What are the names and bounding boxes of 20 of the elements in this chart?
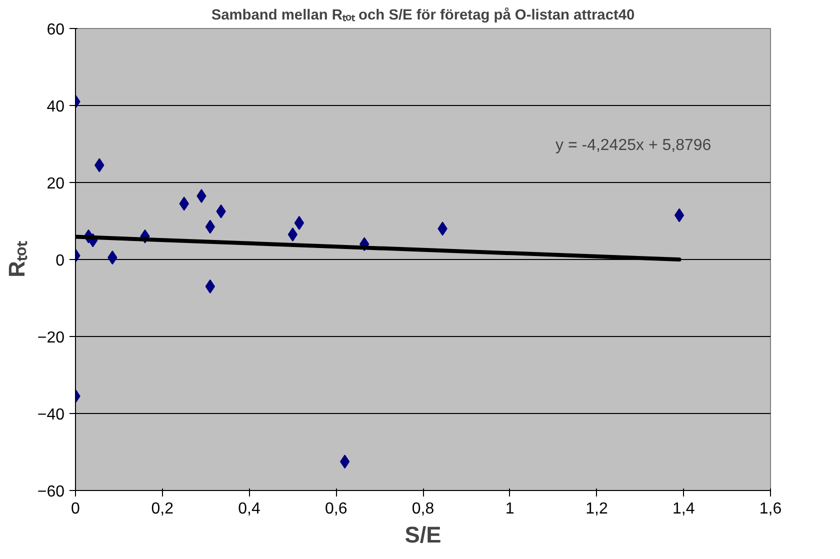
x-tick-label: 1,2 [586,500,608,518]
y-axis-title: Rₜₒₜ [3,240,30,278]
y-tick-label: −40 [37,406,65,424]
y-tick-label: −20 [37,330,65,346]
x-tick-label: 1,6 [759,500,782,518]
x-axis-title: S/E [404,522,442,548]
x-tick-label: 0,2 [151,500,174,518]
chart-title: Samband mellan Rₜₒₜ och S/E för företag på O-listan attract40 [211,6,635,24]
y-tick-label: 20 [46,176,65,192]
x-tick-label: 0,6 [325,500,348,518]
x-tick-label: 1,4 [672,500,695,518]
x-tick-label: 0,4 [238,500,260,518]
annotation: y = -4,2425x + 5,8796 [556,137,712,154]
y-tick-label: 40 [46,98,65,116]
x-tick-label: 0 [71,500,80,518]
y-tick-label: 0 [56,252,65,270]
y-tick-label: −60 [37,484,65,500]
x-tick-label: 0,8 [412,500,434,518]
x-tick-label: 1 [505,500,514,518]
y-tick-label: 60 [46,22,65,38]
